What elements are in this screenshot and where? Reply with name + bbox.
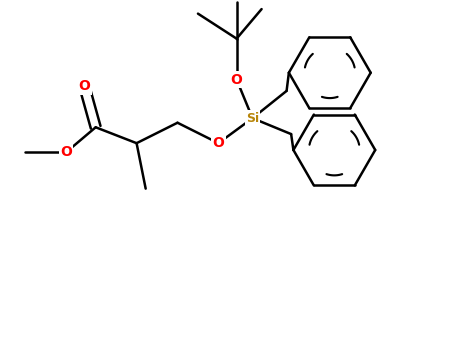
Text: Si: Si (246, 112, 259, 125)
Text: O: O (212, 136, 224, 150)
Text: O: O (60, 145, 72, 159)
Text: O: O (78, 79, 90, 93)
Text: O: O (231, 72, 243, 86)
